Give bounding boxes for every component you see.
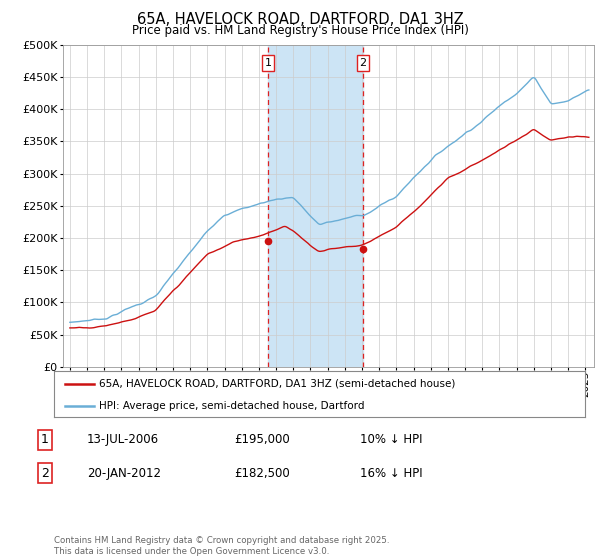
Text: 1: 1 (41, 433, 49, 446)
Text: Price paid vs. HM Land Registry's House Price Index (HPI): Price paid vs. HM Land Registry's House … (131, 24, 469, 36)
Text: Contains HM Land Registry data © Crown copyright and database right 2025.
This d: Contains HM Land Registry data © Crown c… (54, 536, 389, 556)
Text: 13-JUL-2006: 13-JUL-2006 (87, 433, 159, 446)
Bar (268, 45, 363, 367)
Text: 1: 1 (265, 58, 272, 68)
Text: 65A, HAVELOCK ROAD, DARTFORD, DA1 3HZ: 65A, HAVELOCK ROAD, DARTFORD, DA1 3HZ (137, 12, 463, 27)
Text: 2: 2 (359, 58, 367, 68)
Text: 16% ↓ HPI: 16% ↓ HPI (360, 466, 422, 480)
Text: 2: 2 (41, 466, 49, 480)
Text: £195,000: £195,000 (234, 433, 290, 446)
Text: 10% ↓ HPI: 10% ↓ HPI (360, 433, 422, 446)
Text: HPI: Average price, semi-detached house, Dartford: HPI: Average price, semi-detached house,… (99, 401, 365, 410)
Text: £182,500: £182,500 (234, 466, 290, 480)
Text: 65A, HAVELOCK ROAD, DARTFORD, DA1 3HZ (semi-detached house): 65A, HAVELOCK ROAD, DARTFORD, DA1 3HZ (s… (99, 379, 455, 389)
Text: 20-JAN-2012: 20-JAN-2012 (87, 466, 161, 480)
